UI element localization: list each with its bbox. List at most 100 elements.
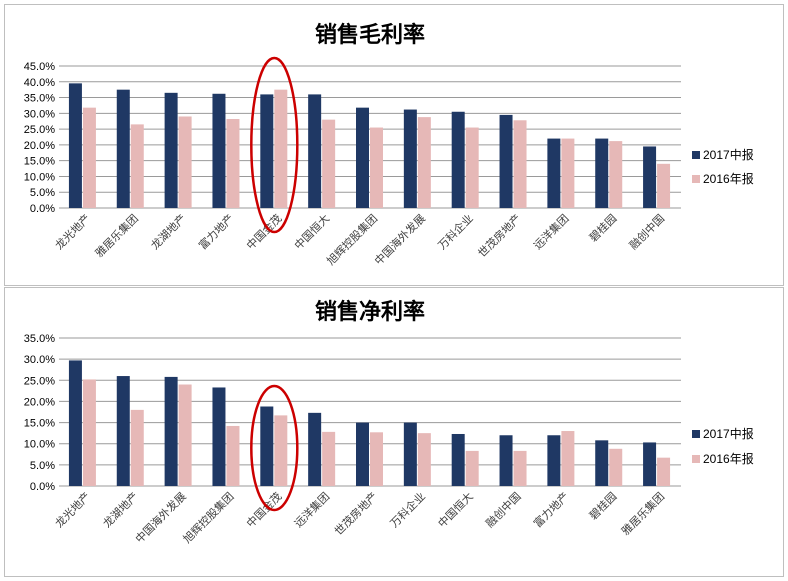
gross-margin-chart-panel: 销售毛利率 0.0% 5.0% 10.0% 15.0% 20.0% 25.0% 30.0% 35…	[4, 4, 784, 286]
chart-title: 销售毛利率	[315, 22, 425, 48]
bar-2016	[609, 448, 623, 486]
bar-2016	[82, 379, 96, 486]
y-tick-label: 30.0%	[24, 354, 55, 366]
y-tick-label: 25.0%	[24, 124, 55, 136]
category-label: 中国海外发展	[371, 211, 428, 268]
y-tick-label: 35.0%	[24, 93, 55, 105]
category-label: 中国恒大	[435, 489, 476, 530]
legend-label-2017: 2017中报	[703, 147, 754, 162]
bar-2017	[164, 376, 178, 486]
bar-2017	[68, 83, 82, 208]
legend-swatch-2017	[692, 430, 700, 438]
bar-2017	[451, 433, 465, 486]
legend-label-2016: 2016年报	[703, 171, 754, 186]
bar-2016	[274, 415, 288, 486]
bar-2016	[322, 431, 336, 486]
highlight-circle	[250, 56, 299, 234]
bar-2017	[164, 92, 178, 208]
bar-2016	[609, 141, 623, 208]
bar-2016	[226, 119, 240, 208]
category-label: 龙湖地产	[148, 211, 189, 252]
bar-2017	[595, 138, 609, 208]
bar-2017	[260, 406, 274, 486]
bar-2016	[513, 450, 527, 486]
legend-swatch-2017	[692, 151, 700, 159]
bar-2017	[403, 422, 417, 486]
bar-2017	[116, 89, 130, 208]
bar-2017	[547, 435, 561, 486]
bar-2016	[561, 138, 575, 208]
bar-2017	[643, 146, 657, 208]
bar-2017	[499, 114, 513, 208]
bar-2016	[417, 433, 431, 486]
chart-title: 销售净利率	[315, 299, 425, 325]
legend-swatch-2016	[692, 455, 700, 463]
bar-2017	[499, 435, 513, 486]
category-label: 旭辉控股集团	[180, 489, 237, 546]
category-label: 远洋集团	[530, 211, 571, 252]
y-tick-label: 35.0%	[24, 333, 55, 345]
category-label: 万科企业	[387, 489, 428, 530]
bar-2017	[451, 111, 465, 208]
category-label: 远洋集团	[291, 489, 332, 530]
y-tick-label: 25.0%	[24, 375, 55, 387]
net-margin-chart-panel: 销售净利率 0.0% 5.0% 10.0% 15.0% 20.0% 25.0% 30.0% 35…	[4, 287, 784, 577]
bar-2017	[356, 107, 369, 208]
y-tick-label: 10.0%	[24, 171, 55, 183]
category-label: 富力地产	[530, 489, 571, 530]
y-tick-label: 0.0%	[30, 203, 55, 215]
bar-2016	[657, 163, 671, 208]
legend-label-2017: 2017中报	[703, 426, 754, 441]
y-tick-label: 5.0%	[30, 460, 55, 472]
bar-2016	[274, 89, 288, 208]
bar-2016	[322, 119, 336, 208]
bar-2017	[403, 109, 417, 208]
bar-2016	[465, 127, 479, 208]
bar-2016	[370, 432, 383, 486]
bar-2016	[561, 431, 575, 486]
bar-2016	[226, 425, 240, 486]
bar-2017	[116, 376, 130, 486]
bar-2016	[130, 124, 144, 208]
y-tick-label: 5.0%	[30, 187, 55, 199]
y-tick-label: 20.0%	[24, 140, 55, 152]
bar-2016	[178, 384, 192, 486]
y-tick-label: 15.0%	[24, 418, 55, 430]
y-tick-label: 10.0%	[24, 439, 55, 451]
bar-2017	[212, 387, 226, 486]
net-margin-chart: 销售净利率 0.0% 5.0% 10.0% 15.0% 20.0% 25.0% 30.0% 35…	[24, 299, 754, 546]
category-label: 万科企业	[435, 211, 476, 252]
bar-2017	[260, 94, 274, 208]
y-tick-label: 40.0%	[24, 77, 55, 89]
category-label: 碧桂园	[586, 211, 619, 244]
bar-2017	[595, 440, 609, 486]
bar-2016	[370, 127, 383, 208]
bar-2017	[356, 422, 369, 486]
bar-2016	[130, 409, 144, 486]
y-tick-label: 15.0%	[24, 156, 55, 168]
category-label: 世茂房地产	[331, 489, 380, 538]
legend-swatch-2016	[692, 175, 700, 183]
category-label: 雅居乐集团	[618, 489, 667, 538]
category-label: 龙光地产	[52, 211, 93, 252]
bar-2016	[657, 457, 671, 486]
legend-label-2016: 2016年报	[703, 451, 754, 466]
bar-2016	[417, 117, 431, 208]
gross-margin-chart: 销售毛利率 0.0% 5.0% 10.0% 15.0% 20.0% 25.0% 30.0% 35…	[24, 22, 754, 268]
bar-2017	[68, 360, 82, 486]
y-tick-label: 0.0%	[30, 481, 55, 493]
category-label: 融创中国	[627, 212, 667, 252]
category-label: 世茂房地产	[475, 211, 524, 260]
category-label: 雅居乐集团	[92, 211, 141, 260]
bar-2016	[82, 107, 96, 208]
highlight-circle	[250, 384, 299, 512]
bar-2016	[465, 450, 479, 486]
bar-2017	[547, 138, 561, 208]
category-label: 龙湖地产	[100, 489, 141, 530]
category-label: 富力地产	[196, 211, 237, 252]
y-tick-label: 20.0%	[24, 396, 55, 408]
category-label: 中国恒大	[291, 211, 332, 252]
category-label: 碧桂园	[586, 489, 619, 522]
category-label: 融创中国	[483, 490, 523, 530]
bar-2017	[212, 93, 226, 208]
